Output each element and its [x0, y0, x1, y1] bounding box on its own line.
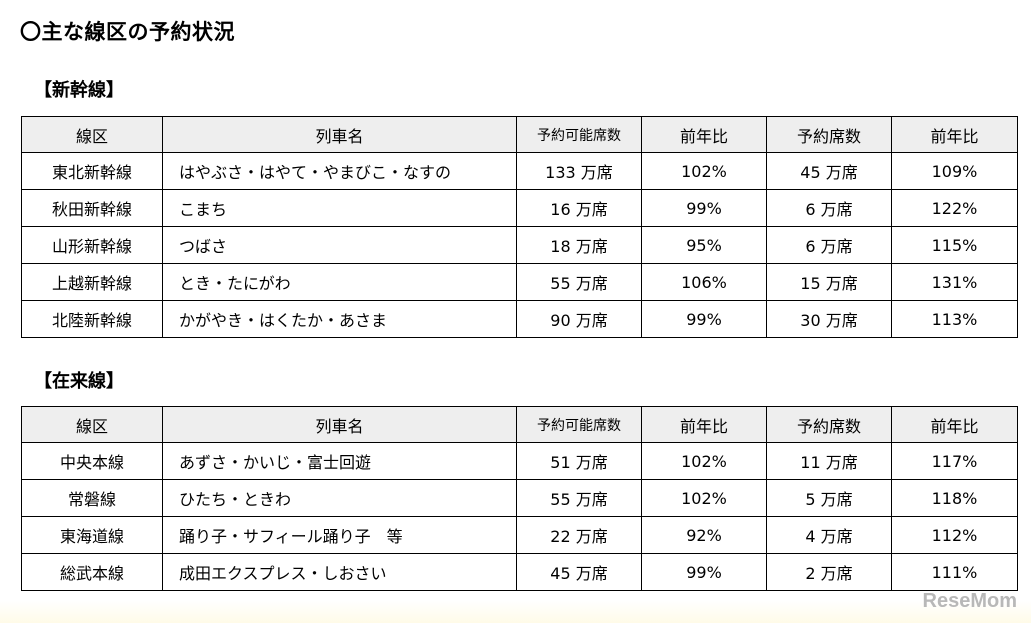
header-yoy-reserved: 前年比 [891, 116, 1018, 153]
table-row: 秋田新幹線 こまち 16 万席 99% 6 万席 122% [21, 189, 1018, 227]
cell-train-name: かがやき・はくたか・あさま [162, 300, 517, 338]
cell-yoy-reserved: 109% [891, 152, 1018, 190]
cell-available-seats: 18 万席 [516, 226, 642, 264]
page-title: 〇主な線区の予約状況 [20, 20, 235, 44]
table-row: 常磐線 ひたち・ときわ 55 万席 102% 5 万席 118% [21, 479, 1018, 517]
cell-train-name: こまち [162, 189, 517, 227]
table-row: 中央本線 あずさ・かいじ・富士回遊 51 万席 102% 11 万席 117% [21, 442, 1018, 480]
cell-yoy-available: 102% [641, 152, 767, 190]
header-available-seats: 予約可能席数 [516, 406, 642, 443]
cell-yoy-available: 92% [641, 516, 767, 554]
table-row: 総武本線 成田エクスプレス・しおさい 45 万席 99% 2 万席 111% [21, 553, 1018, 591]
cell-train-name: ひたち・ときわ [162, 479, 517, 517]
cell-line: 山形新幹線 [21, 226, 163, 264]
cell-train-name: はやぶさ・はやて・やまびこ・なすの [162, 152, 517, 190]
cell-yoy-available: 102% [641, 442, 767, 480]
header-train-name: 列車名 [162, 406, 517, 443]
header-line: 線区 [21, 406, 163, 443]
bottom-tint [0, 601, 1031, 623]
cell-yoy-reserved: 111% [891, 553, 1018, 591]
cell-train-name: あずさ・かいじ・富士回遊 [162, 442, 517, 480]
cell-train-name: 踊り子・サフィール踊り子 等 [162, 516, 517, 554]
cell-available-seats: 55 万席 [516, 479, 642, 517]
zairaisen-table: 線区 列車名 予約可能席数 前年比 予約席数 前年比 中央本線 あずさ・かいじ・… [21, 406, 1018, 591]
cell-reserved-seats: 11 万席 [766, 442, 892, 480]
cell-available-seats: 133 万席 [516, 152, 642, 190]
cell-available-seats: 16 万席 [516, 189, 642, 227]
cell-yoy-reserved: 122% [891, 189, 1018, 227]
cell-line: 東北新幹線 [21, 152, 163, 190]
cell-line: 中央本線 [21, 442, 163, 480]
header-reserved-seats: 予約席数 [766, 406, 892, 443]
watermark-logo: ReseMom [922, 590, 1017, 612]
cell-train-name: つばさ [162, 226, 517, 264]
header-yoy-available: 前年比 [641, 406, 767, 443]
cell-yoy-available: 95% [641, 226, 767, 264]
cell-yoy-reserved: 131% [891, 263, 1018, 301]
cell-reserved-seats: 6 万席 [766, 226, 892, 264]
cell-reserved-seats: 45 万席 [766, 152, 892, 190]
cell-train-name: 成田エクスプレス・しおさい [162, 553, 517, 591]
cell-line: 北陸新幹線 [21, 300, 163, 338]
cell-train-name: とき・たにがわ [162, 263, 517, 301]
cell-available-seats: 45 万席 [516, 553, 642, 591]
cell-yoy-available: 99% [641, 300, 767, 338]
header-line: 線区 [21, 116, 163, 153]
cell-reserved-seats: 6 万席 [766, 189, 892, 227]
table-row: 上越新幹線 とき・たにがわ 55 万席 106% 15 万席 131% [21, 263, 1018, 301]
cell-line: 東海道線 [21, 516, 163, 554]
shinkansen-heading: 【新幹線】 [34, 80, 124, 101]
cell-reserved-seats: 2 万席 [766, 553, 892, 591]
header-train-name: 列車名 [162, 116, 517, 153]
cell-yoy-reserved: 118% [891, 479, 1018, 517]
table-row: 東北新幹線 はやぶさ・はやて・やまびこ・なすの 133 万席 102% 45 万… [21, 152, 1018, 190]
header-reserved-seats: 予約席数 [766, 116, 892, 153]
cell-reserved-seats: 5 万席 [766, 479, 892, 517]
cell-available-seats: 51 万席 [516, 442, 642, 480]
cell-yoy-available: 102% [641, 479, 767, 517]
shinkansen-table: 線区 列車名 予約可能席数 前年比 予約席数 前年比 東北新幹線 はやぶさ・はや… [21, 116, 1018, 338]
table-header-row: 線区 列車名 予約可能席数 前年比 予約席数 前年比 [21, 116, 1018, 153]
table-header-row: 線区 列車名 予約可能席数 前年比 予約席数 前年比 [21, 406, 1018, 443]
cell-line: 総武本線 [21, 553, 163, 591]
cell-reserved-seats: 4 万席 [766, 516, 892, 554]
cell-line: 上越新幹線 [21, 263, 163, 301]
cell-yoy-available: 99% [641, 189, 767, 227]
header-available-seats: 予約可能席数 [516, 116, 642, 153]
cell-yoy-reserved: 112% [891, 516, 1018, 554]
header-yoy-reserved: 前年比 [891, 406, 1018, 443]
header-yoy-available: 前年比 [641, 116, 767, 153]
cell-reserved-seats: 15 万席 [766, 263, 892, 301]
cell-yoy-reserved: 117% [891, 442, 1018, 480]
cell-line: 秋田新幹線 [21, 189, 163, 227]
table-row: 山形新幹線 つばさ 18 万席 95% 6 万席 115% [21, 226, 1018, 264]
cell-reserved-seats: 30 万席 [766, 300, 892, 338]
cell-available-seats: 22 万席 [516, 516, 642, 554]
cell-yoy-available: 99% [641, 553, 767, 591]
cell-yoy-available: 106% [641, 263, 767, 301]
cell-line: 常磐線 [21, 479, 163, 517]
zairaisen-heading: 【在来線】 [34, 371, 124, 392]
cell-available-seats: 55 万席 [516, 263, 642, 301]
cell-yoy-reserved: 115% [891, 226, 1018, 264]
cell-yoy-reserved: 113% [891, 300, 1018, 338]
table-row: 東海道線 踊り子・サフィール踊り子 等 22 万席 92% 4 万席 112% [21, 516, 1018, 554]
table-row: 北陸新幹線 かがやき・はくたか・あさま 90 万席 99% 30 万席 113% [21, 300, 1018, 338]
cell-available-seats: 90 万席 [516, 300, 642, 338]
